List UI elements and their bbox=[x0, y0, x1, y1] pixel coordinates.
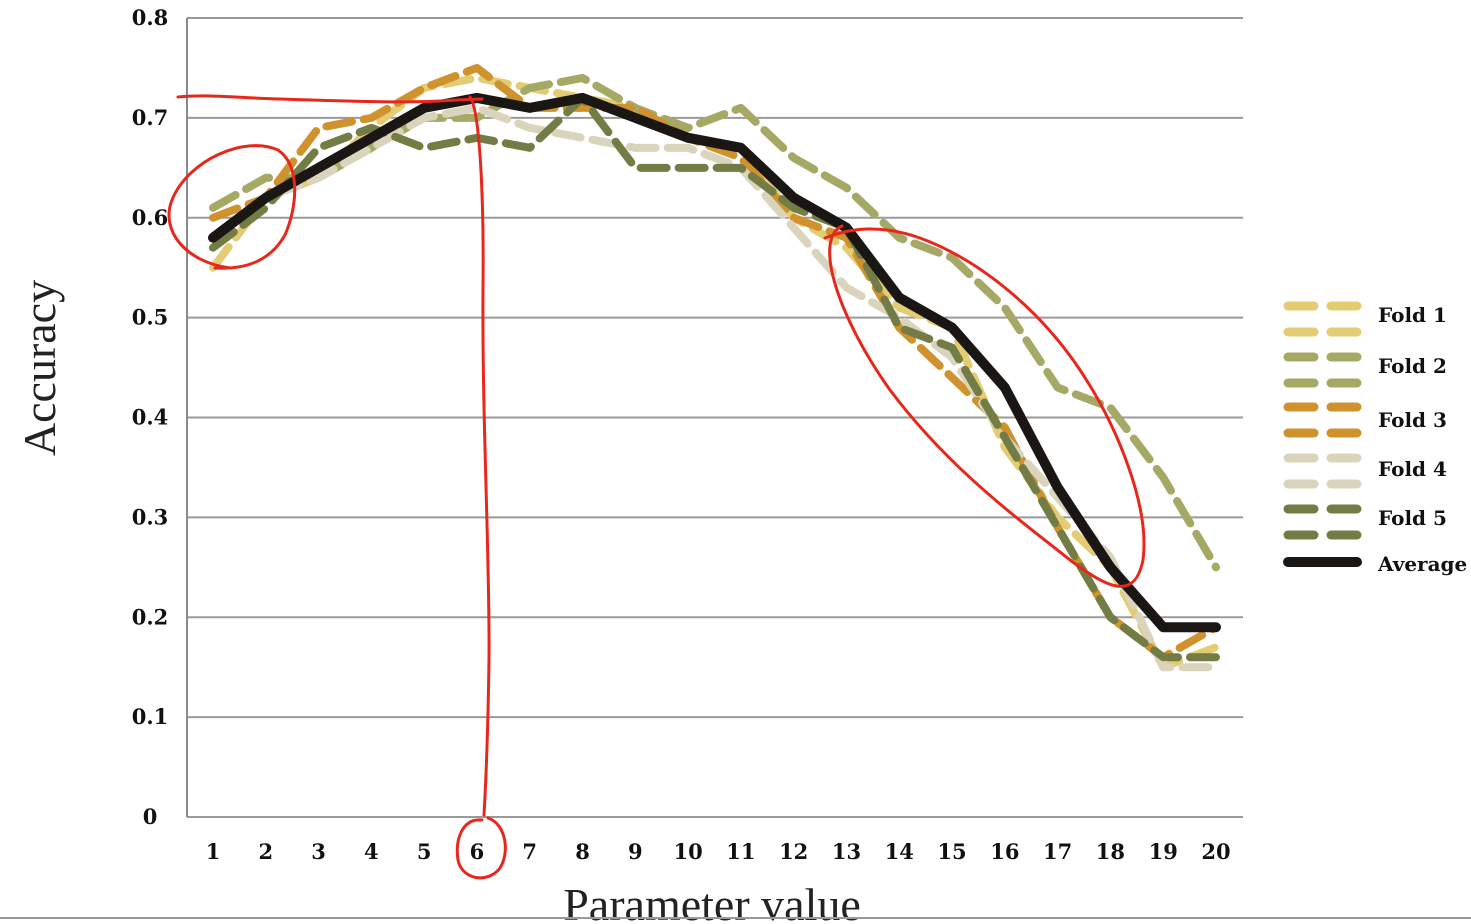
y-tick-label: 0.8 bbox=[132, 5, 169, 30]
legend-label: Average bbox=[1377, 552, 1467, 576]
x-tick-label: 14 bbox=[885, 839, 914, 864]
x-tick-label: 18 bbox=[1096, 839, 1125, 864]
x-tick-label: 15 bbox=[937, 839, 966, 864]
x-tick-label: 17 bbox=[1043, 839, 1072, 864]
y-axis-title: Accuracy bbox=[14, 280, 65, 456]
y-tick-label: 0 bbox=[143, 804, 158, 829]
red-annotations bbox=[167, 94, 1146, 880]
x-tick-label: 19 bbox=[1149, 839, 1178, 864]
y-tick-label: 0.3 bbox=[132, 504, 169, 529]
annotation-circle-right bbox=[823, 224, 1146, 588]
legend-label: Fold 4 bbox=[1378, 457, 1447, 481]
y-tick-label: 0.2 bbox=[132, 604, 169, 629]
y-tick-label: 0.4 bbox=[132, 405, 169, 430]
x-tick-label: 4 bbox=[364, 839, 379, 864]
annotation-horizontal-line bbox=[176, 94, 484, 104]
y-tick-label: 0.5 bbox=[132, 305, 169, 330]
legend-label: Fold 2 bbox=[1378, 354, 1447, 378]
y-tick-label: 0.7 bbox=[132, 105, 169, 130]
legend-item-fold-1: Fold 1 bbox=[1283, 301, 1447, 337]
x-tick-label: 9 bbox=[628, 839, 643, 864]
x-tick-label: 2 bbox=[258, 839, 273, 864]
series-line-fold-2 bbox=[209, 73, 1220, 572]
annotation-vertical-line bbox=[468, 95, 491, 817]
y-tick-label: 0.6 bbox=[132, 205, 169, 230]
x-tick-label: 12 bbox=[779, 839, 808, 864]
series-lines bbox=[208, 63, 1221, 672]
x-tick-label: 16 bbox=[990, 839, 1019, 864]
legend-item-fold-2: Fold 2 bbox=[1283, 352, 1447, 388]
series-line-fold-4 bbox=[209, 103, 1220, 672]
legend-item-fold-5: Fold 5 bbox=[1283, 504, 1447, 540]
x-tick-label: 7 bbox=[522, 839, 537, 864]
annotation-circle-x6 bbox=[455, 816, 507, 880]
x-tick-label: 5 bbox=[417, 839, 432, 864]
series-line-average bbox=[208, 92, 1221, 633]
legend-item-fold-3: Fold 3 bbox=[1283, 402, 1447, 438]
x-tick-label: 8 bbox=[575, 839, 590, 864]
x-tick-label: 6 bbox=[470, 839, 485, 864]
legend-label: Fold 5 bbox=[1378, 506, 1447, 530]
legend-item-fold-4: Fold 4 bbox=[1283, 453, 1447, 489]
x-tick-label: 10 bbox=[673, 839, 702, 864]
x-tick-labels: 1 2 3 4 5 6 7 8 9 10 11 12 13 14 15 16 17 18 19 20 bbox=[206, 839, 1231, 864]
x-tick-label: 11 bbox=[726, 839, 755, 864]
annotation-circle-left bbox=[167, 144, 297, 270]
legend-label: Fold 3 bbox=[1378, 408, 1447, 432]
legend-item-average: Average bbox=[1283, 552, 1467, 576]
series-line-fold-5 bbox=[209, 93, 1220, 662]
x-tick-label: 1 bbox=[206, 839, 221, 864]
x-tick-label: 13 bbox=[832, 839, 861, 864]
x-axis-title: Parameter value bbox=[563, 879, 861, 924]
y-tick-labels: 0 0.1 0.2 0.3 0.4 0.5 0.6 0.7 0.8 bbox=[132, 5, 169, 829]
gridlines bbox=[186, 17, 1243, 818]
x-tick-label: 20 bbox=[1201, 839, 1230, 864]
x-tick-label: 3 bbox=[311, 839, 326, 864]
y-tick-label: 0.1 bbox=[132, 704, 169, 729]
legend-label: Fold 1 bbox=[1378, 303, 1447, 327]
legend: Fold 1 Fold 2 Fold 3 Fold 4 Fold 5 Average bbox=[1283, 301, 1467, 576]
